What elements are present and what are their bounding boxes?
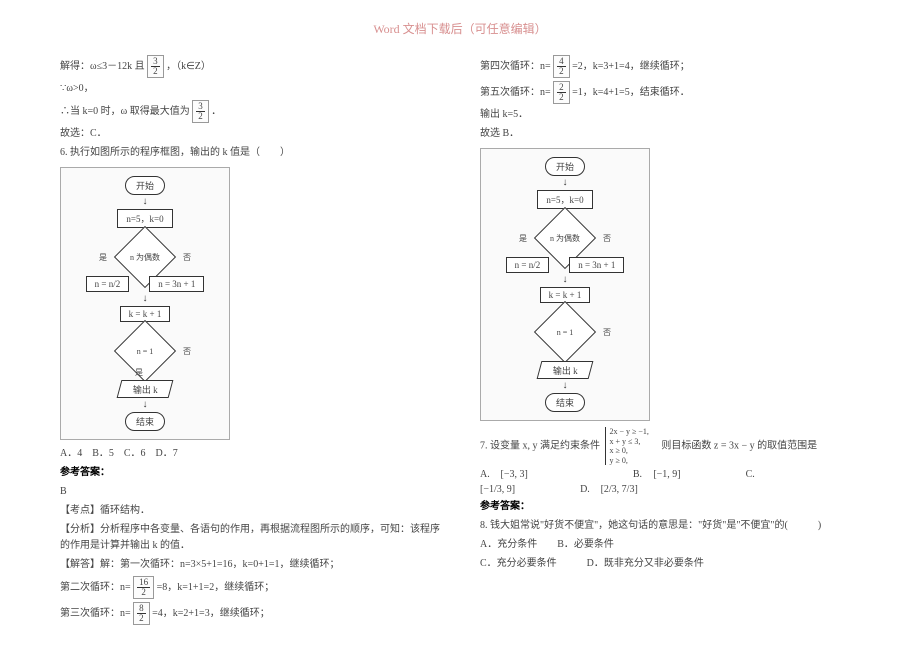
q8-choices-cd: C．充分必要条件 D．既非充分又非必要条件 [480,556,860,572]
text-line: ∵ω>0， [60,81,440,97]
flowchart-left: 开始 ↓ n=5，k=0 ↓ n 为偶数 是 否 n = n/2 n = 3n … [60,167,230,440]
fraction: 3 2 [147,55,164,78]
question-7: 7. 设变量 x, y 满足约束条件 2x − y ≥ −1, x + y ≤ … [480,427,860,465]
fc-end: 结束 [545,393,585,412]
fenxi: 【分析】分析程序中各变量、各语句的作用，再根据流程图所示的顺序，可知：该程序的作… [60,522,440,554]
right-column: 第四次循环：n= 4 2 =2，k=3+1=4，继续循环； 第五次循环：n= 2… [480,52,860,628]
text: 第五次循环：n= [480,87,551,98]
answer-value: B [60,484,440,500]
fraction: 2 2 [553,81,570,104]
fc-branch: n = n/2 n = 3n + 1 [86,276,205,292]
fc-decision-even: n 为偶数 [535,223,595,253]
select-line: 故选 B． [480,126,860,142]
label-yes: 是 [135,367,143,378]
constraint-system: 2x − y ≥ −1, x + y ≤ 3, x ≥ 0, y ≥ 0, [605,427,649,465]
left-column: 解得：ω≤3－12k 且 3 2 ，（k∈Z） ∵ω>0， ∴当 k=0 时，ω… [60,52,440,628]
page-header: Word 文档下载后（可任意编辑） [60,20,860,37]
fc-output: 输出 k [117,380,174,398]
text: =4，k=2+1=3，继续循环； [152,608,270,619]
arrow-down-icon: ↓ [563,277,568,283]
text: 第四次循环：n= [480,61,551,72]
fc-start: 开始 [545,157,585,176]
text-line: 故选：C． [60,126,440,142]
choice-c-label: C. [746,469,764,480]
choice-d-label: D. [580,484,598,495]
loop-5: 第五次循环：n= 2 2 =1，k=4+1=5，结束循环． [480,81,860,104]
loop-4: 第四次循环：n= 4 2 =2，k=3+1=4，继续循环； [480,55,860,78]
fraction: 3 2 [192,100,209,123]
label-yes: 是 [99,252,107,263]
text: 则目标函数 z = 3x − y 的取值范围是 [651,440,817,451]
text-line: 解得：ω≤3－12k 且 3 2 ，（k∈Z） [60,55,440,78]
fc-decision-n1: n = 1 [535,317,595,347]
choices-line: A．4 B．5 C．6 D．7 [60,446,440,462]
jieda-1: 【解答】解：第一次循环：n=3×5+1=16，k=0+1=1，继续循环； [60,557,440,573]
fraction: 16 2 [133,576,154,599]
text: ，（k∈Z） [166,61,211,72]
label-no: 否 [183,252,191,263]
fc-box-half: n = n/2 [506,257,550,273]
text: 7. 设变量 x, y 满足约束条件 [480,440,600,451]
jieda-2: 第二次循环：n= 16 2 =8，k=1+1=2，继续循环； [60,576,440,599]
choice-a: [−3, 3] [501,469,528,480]
text: ∴当 k=0 时，ω 取得最大值为 [60,106,190,117]
text: 第三次循环：n= [60,608,131,619]
choice-c: [−1/3, 9] [480,484,515,495]
label-no: 否 [603,233,611,244]
fc-start: 开始 [125,176,165,195]
fc-box-half: n = n/2 [86,276,130,292]
arrow-down-icon: ↓ [143,402,148,408]
q7-choices-row1: A. [−3, 3] B. [−1, 9] C. [480,469,860,480]
label-no: 否 [183,346,191,357]
text: 解得：ω≤3－12k 且 [60,61,145,72]
fraction: 4 2 [553,55,570,78]
text-line: ∴当 k=0 时，ω 取得最大值为 3 2 ． [60,100,440,123]
q7-choices-row2: [−1/3, 9] D. [2/3, 7/3] [480,484,860,495]
question-8: 8. 钱大姐常说"好货不便宜"，她这句话的意思是："好货"是"不便宜"的( ) [480,518,860,534]
arrow-down-icon: ↓ [563,383,568,389]
choice-d: [2/3, 7/3] [601,484,638,495]
fc-box-3n1: n = 3n + 1 [569,257,624,273]
label-yes: 是 [519,233,527,244]
text: =2，k=3+1=4，继续循环； [572,61,690,72]
fc-box-3n1: n = 3n + 1 [149,276,204,292]
text: =1，k=4+1=5，结束循环． [572,87,690,98]
fc-decision-n1: n = 1 [115,336,175,366]
choice-a-label: A. [480,469,498,480]
question-6: 6. 执行如图所示的程序框图，输出的 k 值是（ ） [60,145,440,161]
q8-choices-ab: A．充分条件 B．必要条件 [480,537,860,553]
answer-label: 参考答案： [60,465,440,481]
answer-label: 参考答案： [480,499,860,515]
kaodian: 【考点】循环结构． [60,503,440,519]
fraction: 8 2 [133,602,150,625]
arrow-down-icon: ↓ [563,180,568,186]
choice-b-label: B. [633,469,651,480]
text: ． [211,106,221,117]
arrow-down-icon: ↓ [143,199,148,205]
label-no: 否 [603,327,611,338]
jieda-3: 第三次循环：n= 8 2 =4，k=2+1=3，继续循环； [60,602,440,625]
choice-b: [−1, 9] [653,469,680,480]
flowchart-right: 开始 ↓ n=5，k=0 ↓ n 为偶数 是 否 n = n/2 n = 3n … [480,148,650,421]
fc-output: 输出 k [537,361,594,379]
arrow-down-icon: ↓ [143,296,148,302]
output-line: 输出 k=5． [480,107,860,123]
fc-end: 结束 [125,412,165,431]
fc-branch: n = n/2 n = 3n + 1 [506,257,625,273]
text: 第二次循环：n= [60,582,131,593]
text: =8，k=1+1=2，继续循环； [157,582,275,593]
fc-decision-even: n 为偶数 [115,242,175,272]
